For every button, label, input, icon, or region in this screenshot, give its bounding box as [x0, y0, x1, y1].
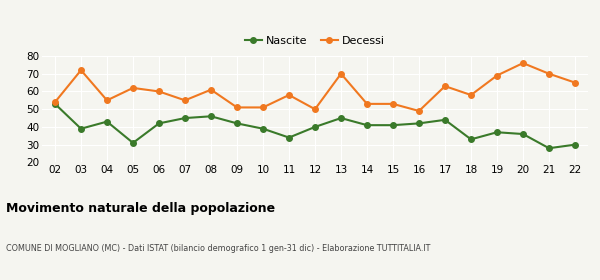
Text: COMUNE DI MOGLIANO (MC) - Dati ISTAT (bilancio demografico 1 gen-31 dic) - Elabo: COMUNE DI MOGLIANO (MC) - Dati ISTAT (bi…	[6, 244, 430, 253]
Legend: Nascite, Decessi: Nascite, Decessi	[241, 32, 389, 51]
Text: Movimento naturale della popolazione: Movimento naturale della popolazione	[6, 202, 275, 214]
